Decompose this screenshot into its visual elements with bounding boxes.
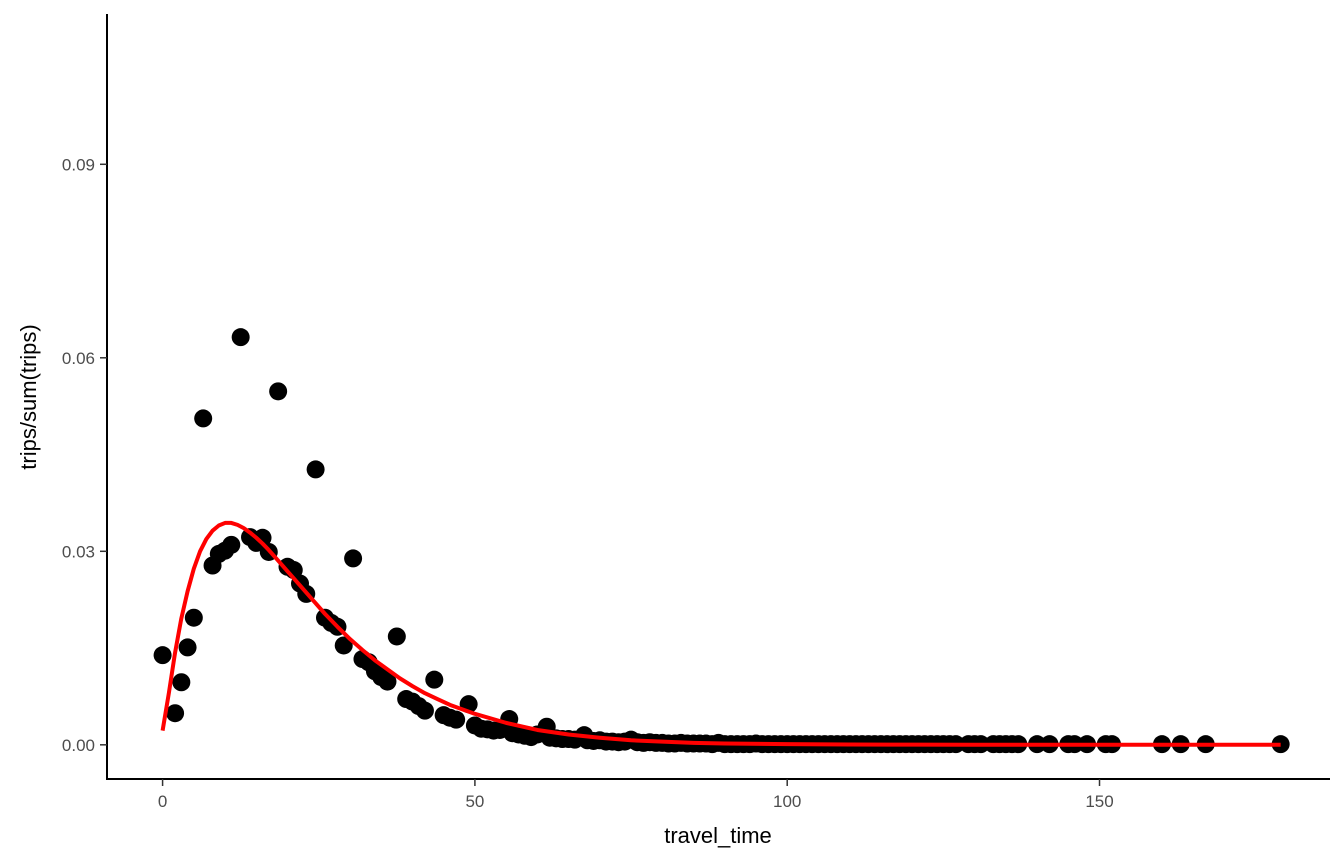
- data-point-20: [306, 460, 325, 479]
- data-point-24: [334, 636, 353, 655]
- y-axis-title: trips/sum(trips): [16, 324, 41, 469]
- fit-curve-line: [160, 520, 1281, 747]
- x-axis-title: travel_time: [664, 823, 772, 848]
- y-tick-label-3: 0.09: [62, 155, 95, 174]
- y-ticks: 0.00 0.03 0.06 0.09: [62, 155, 107, 755]
- x-ticks: 0 50 100 150: [158, 779, 1114, 811]
- data-point-2: [172, 673, 191, 692]
- data-point-5: [194, 409, 213, 428]
- y-tick-label-0: 0.00: [62, 736, 95, 755]
- x-tick-label-150: 150: [1085, 792, 1113, 811]
- data-point-31: [387, 627, 406, 646]
- y-tick-label-2: 0.06: [62, 349, 95, 368]
- x-tick-label-0: 0: [158, 792, 167, 811]
- data-point-1: [166, 704, 185, 723]
- data-point-36: [425, 670, 444, 689]
- data-point-15: [269, 382, 288, 401]
- data-point-35: [415, 701, 434, 720]
- data-point-4: [184, 608, 203, 627]
- data-point-13: [253, 528, 272, 547]
- data-point-9: [222, 535, 241, 554]
- fit-line-layer: [160, 520, 1281, 747]
- data-point-25: [344, 549, 363, 568]
- x-tick-label-100: 100: [773, 792, 801, 811]
- x-tick-label-50: 50: [465, 792, 484, 811]
- data-point-10: [231, 328, 250, 347]
- y-tick-label-1: 0.03: [62, 542, 95, 561]
- data-point-3: [178, 638, 197, 657]
- data-point-39: [447, 710, 466, 729]
- data-point-30: [378, 672, 397, 691]
- data-point-0: [153, 646, 172, 665]
